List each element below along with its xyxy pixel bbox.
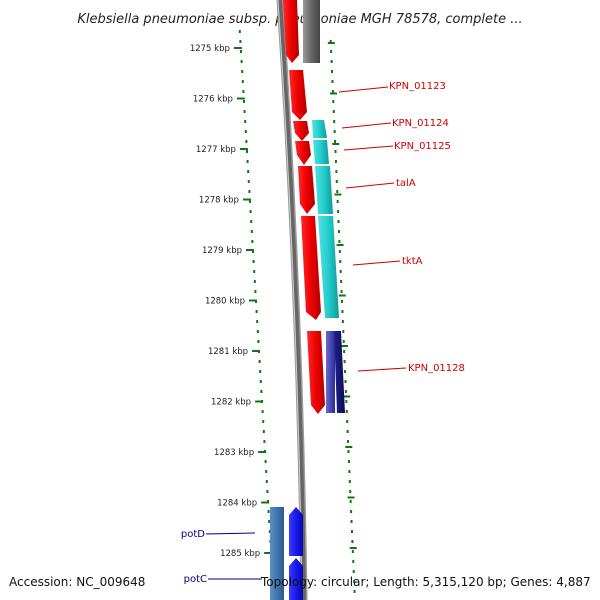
ruler-tick-label: 1280 kbp	[205, 297, 245, 307]
ruler-tick	[246, 249, 254, 251]
ruler-tick	[236, 97, 245, 100]
ruler-tick-label: 1279 kbp	[202, 246, 242, 256]
gene-label-kpn-01124[interactable]: KPN_01124	[392, 118, 449, 129]
ruler-tick-label: 1278 kbp	[199, 196, 239, 206]
gene-feature[interactable]	[318, 216, 339, 318]
map-title: Klebsiella pneumoniae subsp. pneumoniae …	[77, 12, 522, 27]
gene-feature[interactable]	[270, 507, 284, 600]
gene-feature[interactable]	[289, 507, 303, 556]
ruler-tick-label: 1277 kbp	[196, 145, 236, 155]
ruler-tick	[252, 350, 261, 352]
gene-label-potd[interactable]: potD	[181, 529, 205, 540]
coordinate-ruler: 1275 kbp 1276 kbp 1277 kbp 1278 kbp 1279 kbp…	[190, 30, 275, 593]
topology-text: Topology: circular; Length: 5,315,120 bp…	[260, 575, 591, 589]
gene-labels: KPN_01123 KPN_01124 KPN_01125 talA tktA …	[181, 81, 465, 585]
gene-features	[270, 0, 345, 600]
gene-feature[interactable]	[312, 120, 327, 138]
gene-feature[interactable]	[283, 0, 299, 63]
gene-feature[interactable]	[315, 166, 333, 214]
gene-label-tkta[interactable]: tktA	[402, 256, 423, 267]
ruler-tick-label: 1285 kbp	[220, 549, 260, 559]
gene-label-kpn-01125[interactable]: KPN_01125	[394, 141, 451, 152]
accession-text: Accession: NC_009648	[9, 575, 145, 589]
gene-feature[interactable]	[301, 216, 321, 320]
ruler-tick	[261, 501, 270, 504]
gene-feature[interactable]	[303, 0, 320, 63]
gene-feature[interactable]	[313, 140, 329, 164]
ruler-tick-label: 1275 kbp	[190, 44, 230, 54]
ruler-tick-label: 1281 kbp	[208, 347, 248, 357]
gene-feature[interactable]	[326, 331, 335, 413]
gene-label-tala[interactable]: talA	[396, 178, 416, 189]
ruler-tick	[258, 451, 267, 453]
ruler-tick-label: 1284 kbp	[217, 499, 257, 509]
ruler-tick-label: 1282 kbp	[211, 398, 251, 408]
gene-feature[interactable]	[293, 121, 309, 141]
gene-feature[interactable]	[289, 558, 303, 600]
ruler-tick	[264, 552, 273, 554]
ruler-tick	[233, 47, 242, 49]
gene-label-potc[interactable]: potC	[184, 574, 207, 585]
gene-feature[interactable]	[295, 141, 311, 165]
gene-label-kpn-01123[interactable]: KPN_01123	[389, 81, 446, 92]
gene-feature[interactable]	[307, 331, 325, 414]
gene-feature[interactable]	[298, 166, 315, 214]
ruler-tick	[255, 400, 264, 403]
gene-label-kpn-01128[interactable]: KPN_01128	[408, 363, 465, 374]
gene-feature[interactable]	[289, 70, 307, 120]
feature-track	[327, 40, 357, 593]
ruler-tick	[249, 299, 258, 302]
ruler-tick	[239, 148, 248, 150]
ruler-tick	[242, 198, 251, 201]
ruler-tick-label: 1276 kbp	[193, 95, 233, 105]
gene-feature[interactable]	[334, 331, 345, 413]
ruler-tick-label: 1283 kbp	[214, 448, 254, 458]
